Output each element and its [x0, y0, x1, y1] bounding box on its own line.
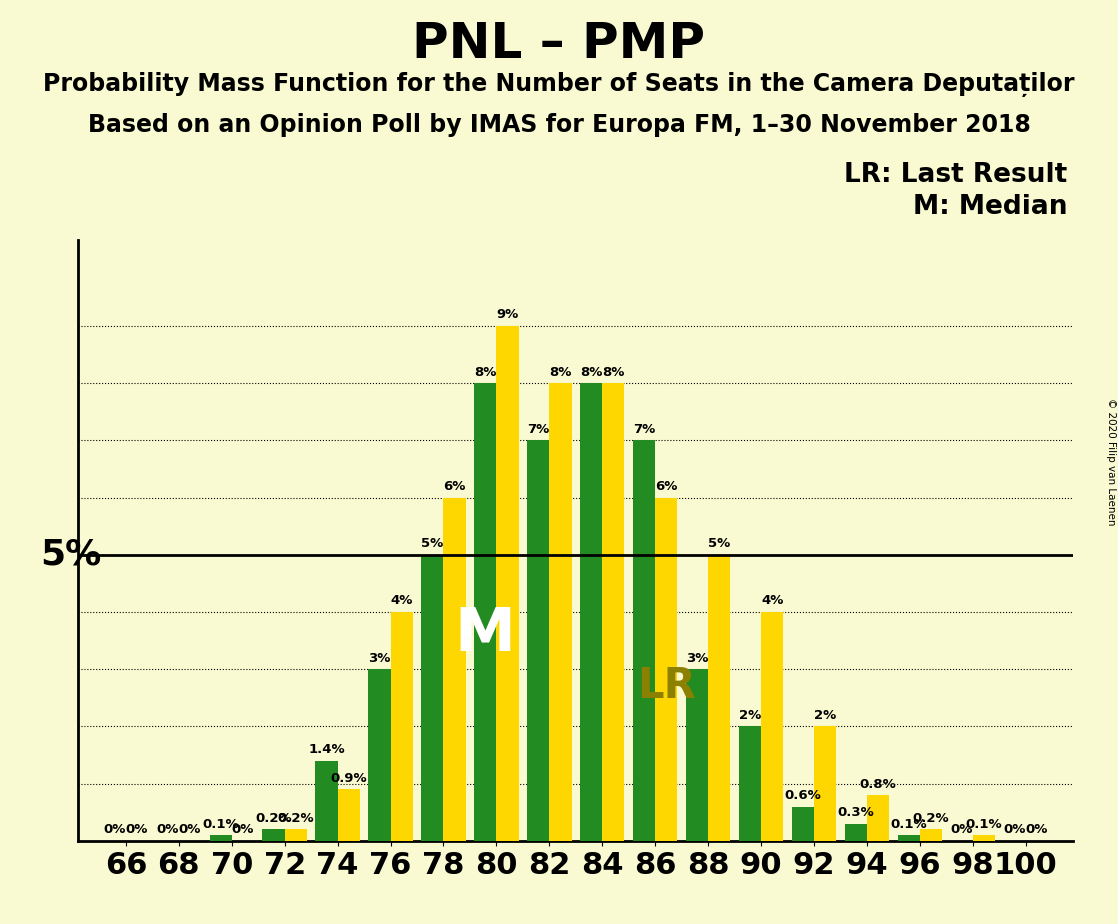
- Text: 7%: 7%: [633, 423, 655, 436]
- Bar: [474, 383, 496, 841]
- Text: 0%: 0%: [1003, 823, 1025, 836]
- Bar: [444, 498, 466, 841]
- Bar: [580, 383, 603, 841]
- Text: 2%: 2%: [739, 709, 761, 722]
- Text: 0.1%: 0.1%: [890, 818, 927, 831]
- Text: 0.2%: 0.2%: [255, 812, 292, 825]
- Text: © 2020 Filip van Laenen: © 2020 Filip van Laenen: [1106, 398, 1116, 526]
- Bar: [421, 554, 444, 841]
- Bar: [315, 760, 338, 841]
- Bar: [739, 726, 761, 841]
- Text: 5%: 5%: [40, 538, 101, 572]
- Text: 0%: 0%: [126, 823, 149, 836]
- Text: 4%: 4%: [390, 594, 413, 607]
- Text: 0%: 0%: [231, 823, 254, 836]
- Text: M: Median: M: Median: [913, 194, 1068, 220]
- Text: LR: LR: [637, 665, 695, 708]
- Bar: [866, 795, 889, 841]
- Bar: [973, 835, 995, 841]
- Text: 0%: 0%: [1025, 823, 1048, 836]
- Text: 0%: 0%: [157, 823, 179, 836]
- Bar: [898, 835, 920, 841]
- Bar: [285, 830, 307, 841]
- Text: PNL – PMP: PNL – PMP: [413, 20, 705, 68]
- Text: 0%: 0%: [950, 823, 973, 836]
- Text: 0.1%: 0.1%: [966, 818, 1002, 831]
- Bar: [792, 807, 814, 841]
- Text: 0%: 0%: [179, 823, 201, 836]
- Text: LR: Last Result: LR: Last Result: [844, 162, 1068, 188]
- Bar: [920, 830, 942, 841]
- Text: 6%: 6%: [444, 480, 466, 493]
- Text: 2%: 2%: [814, 709, 836, 722]
- Bar: [708, 554, 730, 841]
- Text: 0.8%: 0.8%: [860, 777, 897, 791]
- Text: 9%: 9%: [496, 309, 519, 322]
- Bar: [844, 823, 866, 841]
- Bar: [549, 383, 571, 841]
- Bar: [603, 383, 625, 841]
- Bar: [814, 726, 836, 841]
- Bar: [633, 441, 655, 841]
- Text: 0.1%: 0.1%: [202, 818, 239, 831]
- Bar: [527, 441, 549, 841]
- Bar: [655, 498, 678, 841]
- Text: 8%: 8%: [474, 366, 496, 379]
- Bar: [761, 612, 784, 841]
- Bar: [338, 789, 360, 841]
- Text: 7%: 7%: [527, 423, 549, 436]
- Text: 0.2%: 0.2%: [912, 812, 949, 825]
- Text: 0%: 0%: [104, 823, 126, 836]
- Bar: [685, 669, 708, 841]
- Text: Probability Mass Function for the Number of Seats in the Camera Deputaților: Probability Mass Function for the Number…: [44, 72, 1074, 97]
- Text: 3%: 3%: [368, 651, 390, 664]
- Text: 8%: 8%: [549, 366, 571, 379]
- Text: 8%: 8%: [603, 366, 625, 379]
- Bar: [209, 835, 231, 841]
- Text: M: M: [455, 605, 515, 664]
- Text: 0.6%: 0.6%: [785, 789, 822, 802]
- Bar: [390, 612, 413, 841]
- Text: 0.2%: 0.2%: [277, 812, 314, 825]
- Bar: [496, 326, 519, 841]
- Bar: [263, 830, 285, 841]
- Bar: [368, 669, 390, 841]
- Text: 5%: 5%: [708, 537, 730, 551]
- Text: 5%: 5%: [421, 537, 444, 551]
- Text: 3%: 3%: [685, 651, 708, 664]
- Text: 4%: 4%: [761, 594, 784, 607]
- Text: 1.4%: 1.4%: [309, 743, 344, 756]
- Text: 6%: 6%: [655, 480, 678, 493]
- Text: 0.3%: 0.3%: [837, 806, 874, 819]
- Text: Based on an Opinion Poll by IMAS for Europa FM, 1–30 November 2018: Based on an Opinion Poll by IMAS for Eur…: [87, 113, 1031, 137]
- Text: 8%: 8%: [580, 366, 603, 379]
- Text: 0.9%: 0.9%: [331, 772, 367, 784]
